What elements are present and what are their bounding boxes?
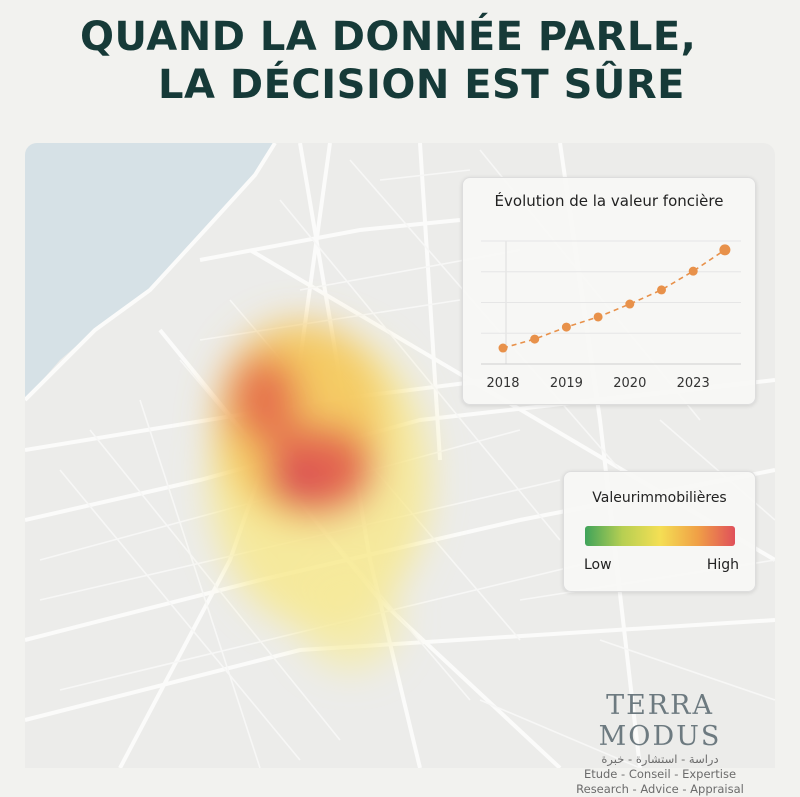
legend-title: Valeurimmobilières xyxy=(592,490,727,506)
logo-brand: TERRA MODUS xyxy=(598,690,722,752)
logo-french: Etude - Conseil - Expertise xyxy=(583,767,737,781)
legend-high: High xyxy=(706,557,739,573)
logo-arabic: دراسة - استشارة - خبرة xyxy=(601,752,719,766)
point xyxy=(498,343,508,353)
headline: QUAND LA DONNÉE PARLE, xyxy=(80,14,697,60)
line-chart: Évolution de la valeur foncière 2018 2019… xyxy=(481,191,741,391)
x-tick-label: 2019 xyxy=(550,376,583,391)
point xyxy=(688,266,698,276)
logo: TERRA MODUS دراسة - استشارة - خبرة Etude… xyxy=(540,690,780,797)
point xyxy=(719,244,731,256)
page: {"header":{"line1":"QUAND LA DONNÉE PARL… xyxy=(25,14,775,796)
x-tick-label: 2023 xyxy=(677,376,710,391)
x-tick-label: 2020 xyxy=(613,376,646,391)
legend-card: Valeurimmobilières Low High xyxy=(563,471,756,592)
map xyxy=(25,143,775,768)
line xyxy=(502,249,726,349)
logo-english: Research - Advice - Appraisal xyxy=(576,782,744,796)
chart-title: Évolution de la valeur foncière xyxy=(495,191,724,210)
legend-low: Low xyxy=(584,557,612,573)
point xyxy=(593,312,603,322)
point xyxy=(530,334,540,344)
x-tick-label: 2018 xyxy=(486,376,519,391)
headline: LA DÉCISION EST SÛRE xyxy=(158,62,685,108)
inset-chart-card: Évolution de la valeur foncière 2018 2019… xyxy=(462,177,756,405)
heatmap xyxy=(210,320,430,670)
point xyxy=(561,322,571,332)
point xyxy=(657,285,666,295)
color-scale xyxy=(585,526,735,546)
point xyxy=(625,299,635,309)
